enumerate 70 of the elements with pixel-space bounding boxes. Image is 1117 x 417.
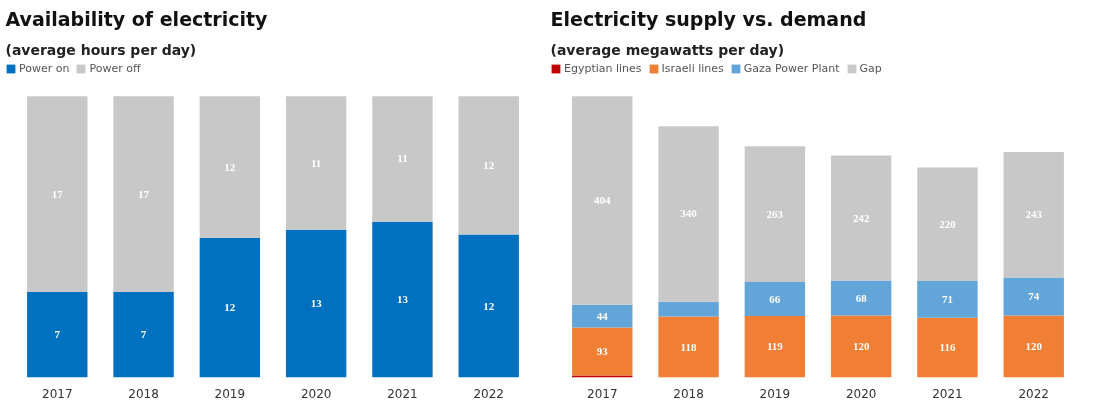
data-label: 118 bbox=[680, 340, 698, 353]
bar bbox=[372, 96, 433, 222]
x-tick-label: 2021 bbox=[932, 386, 963, 401]
bar bbox=[830, 315, 892, 378]
data-label: 12 bbox=[483, 299, 495, 312]
data-label: 13 bbox=[396, 293, 409, 306]
bar bbox=[458, 234, 519, 378]
x-tick-label: 2022 bbox=[1018, 386, 1049, 401]
bar bbox=[199, 96, 261, 239]
bar bbox=[744, 146, 806, 283]
bar bbox=[658, 301, 719, 317]
bar bbox=[458, 96, 519, 235]
chart-subtitle: (average hours per day) bbox=[5, 41, 197, 58]
bar bbox=[1003, 315, 1064, 378]
data-label: 7 bbox=[140, 328, 147, 341]
legend-label: Power off bbox=[89, 62, 141, 75]
bar bbox=[830, 280, 892, 316]
bar bbox=[27, 291, 88, 378]
legend-label: Egyptian lines bbox=[564, 62, 642, 75]
legend-label: Israeli lines bbox=[661, 62, 724, 75]
bar bbox=[744, 316, 806, 378]
x-tick-label: 2018 bbox=[128, 386, 159, 401]
bar bbox=[1003, 151, 1064, 278]
bar bbox=[285, 229, 347, 378]
chart-subtitle: (average megawatts per day) bbox=[550, 41, 785, 58]
x-tick-label: 2021 bbox=[387, 386, 418, 401]
bar bbox=[572, 327, 633, 376]
x-tick-label: 2020 bbox=[845, 386, 877, 401]
bar bbox=[572, 96, 633, 305]
bar bbox=[372, 221, 433, 378]
bar bbox=[27, 96, 88, 292]
bar bbox=[113, 291, 174, 378]
legend-label: Power on bbox=[19, 62, 70, 75]
bar bbox=[658, 126, 719, 302]
data-label: 7 bbox=[54, 328, 61, 341]
bar bbox=[917, 281, 978, 318]
data-label: 74 bbox=[1028, 289, 1040, 302]
data-label: 119 bbox=[766, 340, 784, 353]
x-tick-label: 2020 bbox=[300, 386, 332, 401]
x-tick-label: 2019 bbox=[759, 386, 791, 401]
data-label: 12 bbox=[224, 301, 236, 314]
bar bbox=[199, 238, 261, 378]
data-label: 68 bbox=[855, 291, 868, 304]
data-label: 120 bbox=[852, 340, 870, 353]
chart-title: Electricity supply vs. demand bbox=[550, 7, 867, 30]
bar bbox=[285, 96, 347, 230]
bar bbox=[1003, 277, 1064, 316]
x-tick-label: 2019 bbox=[214, 386, 246, 401]
bar bbox=[658, 316, 719, 378]
data-label: 71 bbox=[941, 292, 953, 305]
x-tick-label: 2018 bbox=[673, 386, 704, 401]
bar bbox=[917, 317, 978, 378]
x-tick-label: 2017 bbox=[42, 386, 73, 401]
legend-label: Gap bbox=[859, 62, 882, 75]
x-tick-label: 2022 bbox=[473, 386, 504, 401]
data-label: 44 bbox=[596, 309, 609, 322]
bar bbox=[917, 167, 978, 281]
bar bbox=[830, 155, 892, 281]
bar bbox=[744, 282, 806, 317]
data-label: 13 bbox=[310, 297, 323, 310]
bar bbox=[113, 96, 174, 292]
bar bbox=[572, 304, 633, 328]
chart-title: Availability of electricity bbox=[5, 7, 269, 30]
legend-label: Gaza Power Plant bbox=[743, 62, 840, 75]
bar bbox=[572, 375, 633, 378]
x-tick-label: 2017 bbox=[587, 386, 618, 401]
data-label: 66 bbox=[769, 292, 781, 305]
data-label: 93 bbox=[596, 344, 609, 357]
data-label: 116 bbox=[939, 341, 956, 354]
data-label: 120 bbox=[1025, 340, 1043, 353]
